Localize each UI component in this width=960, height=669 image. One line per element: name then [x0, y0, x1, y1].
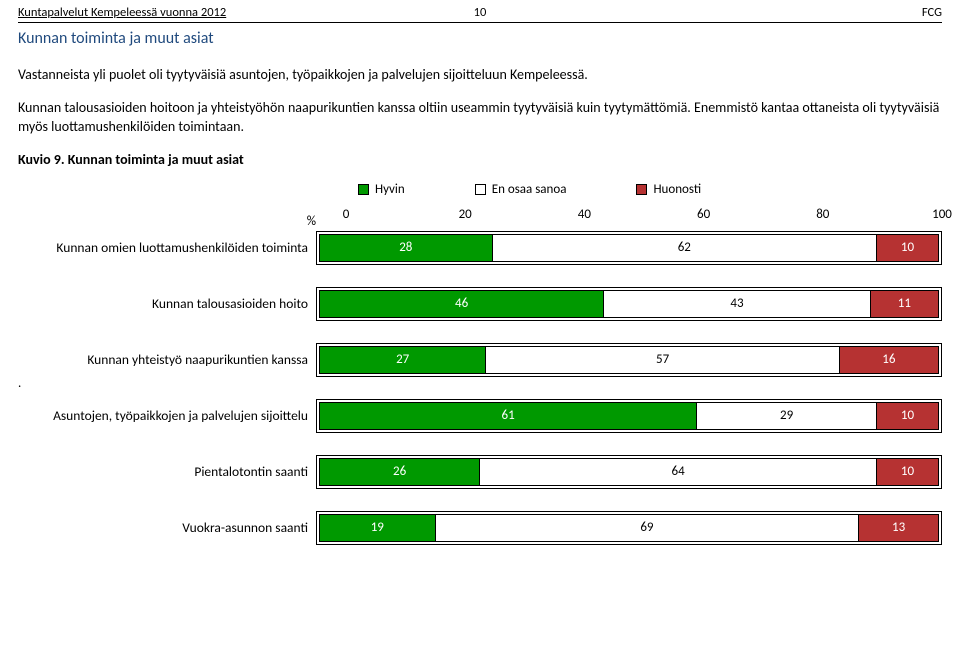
bar-segment: 13: [859, 514, 939, 542]
header-left: Kuntapalvelut Kempeleessä vuonna 2012: [18, 5, 226, 20]
bar-segment: 29: [697, 402, 877, 430]
paragraph-2: Kunnan talousasioiden hoitoon ja yhteist…: [18, 99, 942, 137]
bar-segment: 64: [480, 458, 877, 486]
bar-segment: 62: [493, 234, 877, 262]
legend-item-hyvin: Hyvin: [358, 182, 405, 197]
chart-legend: Hyvin En osaa sanoa Huonosti: [358, 182, 942, 197]
axis-tick: 20: [459, 207, 472, 222]
bar-inner: 612910: [319, 402, 939, 430]
chart-row-plot: 286210: [316, 231, 942, 265]
chart-row: Kunnan yhteistyö naapurikuntien kanssa27…: [18, 343, 942, 377]
axis-tick: 100: [932, 207, 952, 222]
chart-row-label: Kunnan omien luottamushenkilöiden toimin…: [18, 239, 316, 256]
bar-inner: 266410: [319, 458, 939, 486]
chart-row: Kunnan talousasioiden hoito464311: [18, 287, 942, 321]
legend-label-en: En osaa sanoa: [492, 182, 567, 197]
leading-dot: .: [18, 376, 21, 391]
bar-inner: 464311: [319, 290, 939, 318]
axis-tick: 0: [343, 207, 350, 222]
bar-inner: 196913: [319, 514, 939, 542]
legend-item-en: En osaa sanoa: [475, 182, 567, 197]
chart-row: Kunnan omien luottamushenkilöiden toimin…: [18, 231, 942, 265]
bar-segment: 26: [319, 458, 480, 486]
legend-swatch-huono: [636, 184, 647, 195]
legend-swatch-hyvin: [358, 184, 369, 195]
chart-row-plot: 275716: [316, 343, 942, 377]
page-header: Kuntapalvelut Kempeleessä vuonna 2012 10…: [18, 0, 942, 23]
axis-tick: 80: [816, 207, 829, 222]
bar-segment: 10: [877, 458, 939, 486]
chart-row-label: Kunnan yhteistyö naapurikuntien kanssa: [18, 351, 316, 368]
chart-row-plot: 266410: [316, 455, 942, 489]
axis-tick: 60: [697, 207, 710, 222]
paragraph-1: Vastanneista yli puolet oli tyytyväisiä …: [18, 66, 942, 85]
bar-segment: 61: [319, 402, 697, 430]
bar-inner: 275716: [319, 346, 939, 374]
header-page-number: 10: [474, 5, 487, 20]
bar-segment: 19: [319, 514, 436, 542]
chart-axis: % 020406080100: [18, 207, 942, 227]
kuvio-title: Kuvio 9. Kunnan toiminta ja muut asiat: [18, 151, 942, 168]
chart-row-label: Kunnan talousasioiden hoito: [18, 295, 316, 312]
chart-row-label: Pientalotontin saanti: [18, 463, 316, 480]
chart-row: Vuokra-asunnon saanti196913: [18, 511, 942, 545]
page: Kuntapalvelut Kempeleessä vuonna 2012 10…: [0, 0, 960, 669]
section-title: Kunnan toiminta ja muut asiat: [18, 29, 942, 48]
chart-rows: Kunnan omien luottamushenkilöiden toimin…: [18, 231, 942, 545]
bar-segment: 11: [871, 290, 939, 318]
chart-row: Pientalotontin saanti266410: [18, 455, 942, 489]
chart-row-plot: 464311: [316, 287, 942, 321]
chart-row: Asuntojen, työpaikkojen ja palvelujen si…: [18, 399, 942, 433]
header-right: FCG: [922, 5, 942, 20]
bar-segment: 69: [436, 514, 860, 542]
bar-segment: 10: [877, 234, 939, 262]
chart-row-plot: 196913: [316, 511, 942, 545]
bar-segment: 28: [319, 234, 493, 262]
axis-percent-symbol: %: [18, 214, 346, 229]
bar-segment: 57: [486, 346, 839, 374]
bar-segment: 16: [840, 346, 939, 374]
chart: Hyvin En osaa sanoa Huonosti % 0 20 40 60 80…: [18, 182, 942, 545]
legend-label-huono: Huonosti: [653, 182, 701, 197]
chart-row-label: Asuntojen, työpaikkojen ja palvelujen si…: [18, 407, 316, 424]
chart-row-plot: 612910: [316, 399, 942, 433]
bar-segment: 46: [319, 290, 604, 318]
legend-label-hyvin: Hyvin: [375, 182, 405, 197]
axis-tick: 40: [578, 207, 591, 222]
axis-ticks: 020406080100: [346, 207, 942, 225]
legend-swatch-en: [475, 184, 486, 195]
chart-row-label: Vuokra-asunnon saanti: [18, 519, 316, 536]
bar-inner: 286210: [319, 234, 939, 262]
legend-item-huono: Huonosti: [636, 182, 701, 197]
bar-segment: 10: [877, 402, 939, 430]
bar-segment: 27: [319, 346, 486, 374]
bar-segment: 43: [604, 290, 871, 318]
